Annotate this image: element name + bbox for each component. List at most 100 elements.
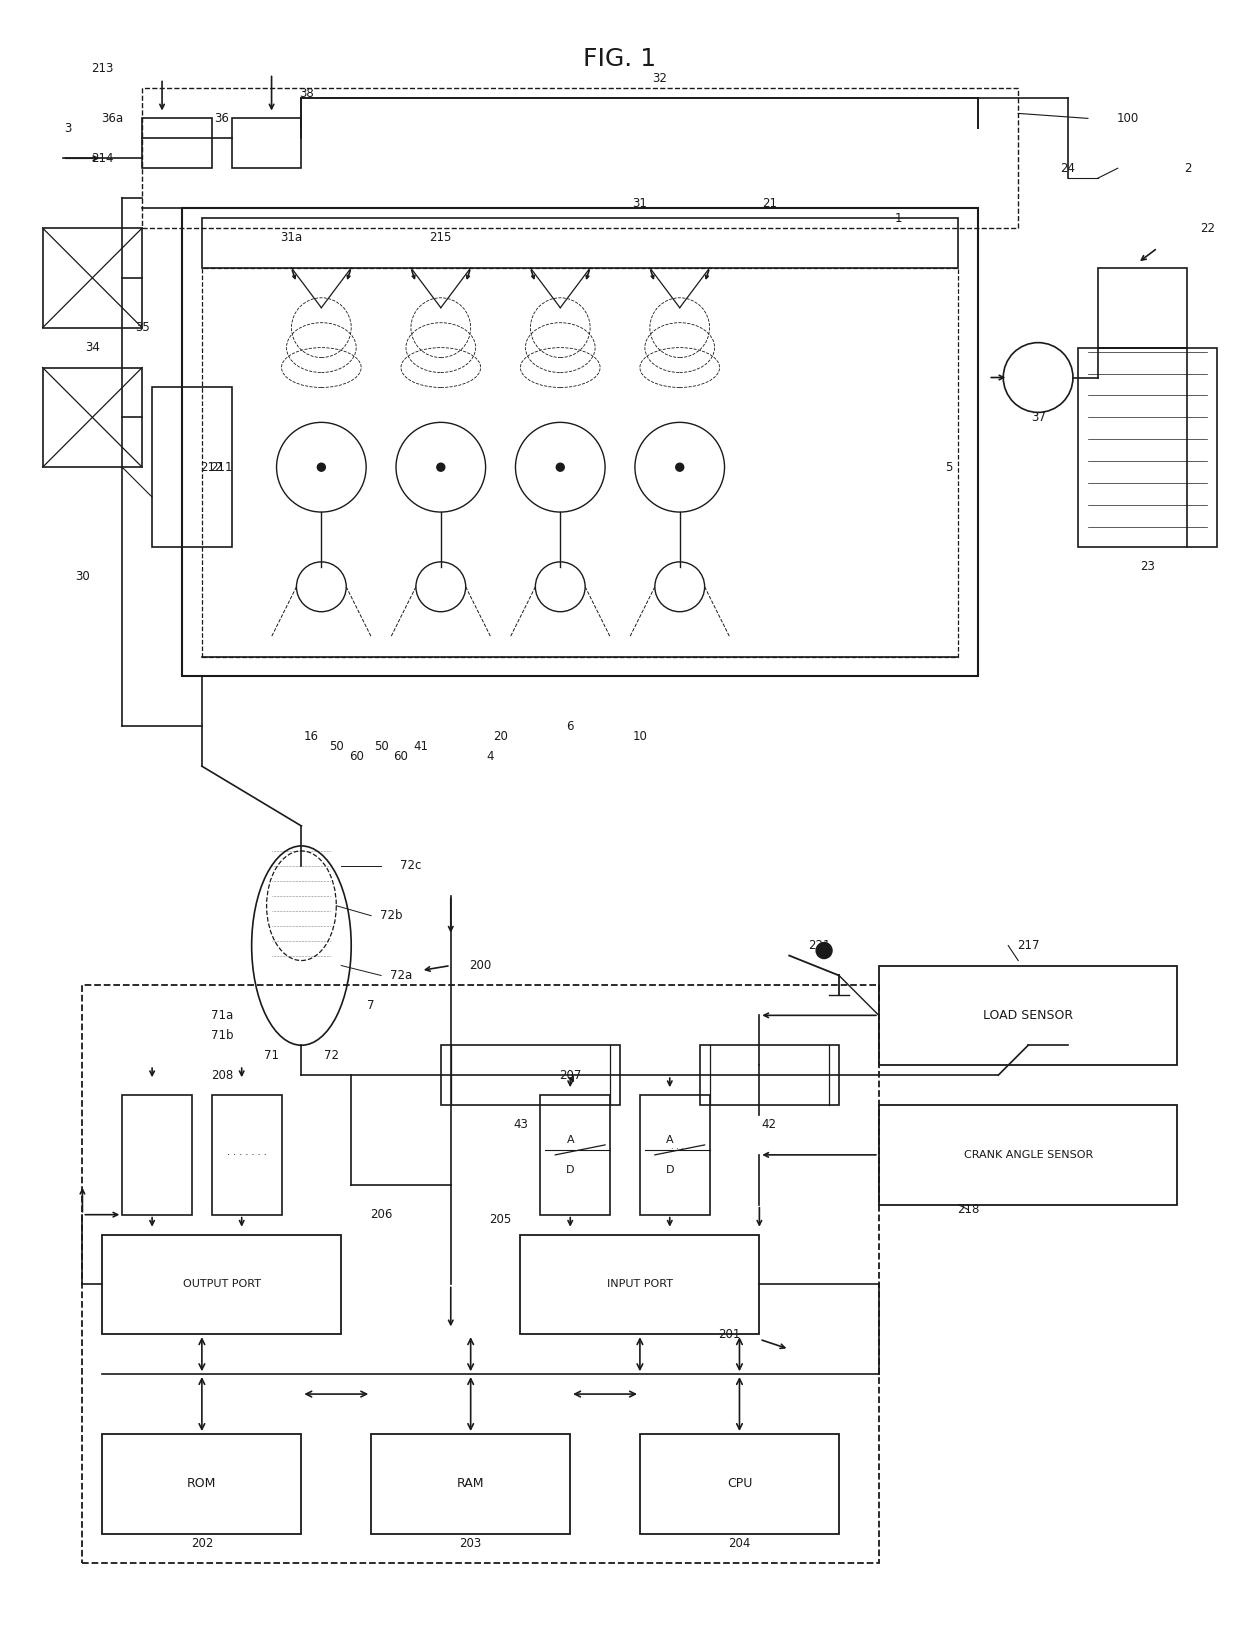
Bar bbox=[42, 367, 143, 467]
Text: LOAD SENSOR: LOAD SENSOR bbox=[983, 1009, 1074, 1022]
Text: 31: 31 bbox=[632, 196, 647, 209]
Text: 202: 202 bbox=[191, 1537, 213, 1551]
Text: 23: 23 bbox=[1141, 560, 1156, 573]
Bar bbox=[371, 1434, 570, 1534]
Bar bbox=[541, 1095, 610, 1215]
Text: 20: 20 bbox=[494, 729, 508, 742]
Circle shape bbox=[557, 463, 564, 471]
Text: 34: 34 bbox=[84, 341, 99, 354]
Text: 212: 212 bbox=[201, 461, 223, 474]
Text: 21: 21 bbox=[761, 196, 776, 209]
Text: 16: 16 bbox=[304, 729, 319, 742]
Bar bbox=[42, 229, 143, 328]
Text: 200: 200 bbox=[470, 960, 492, 973]
Bar bbox=[103, 1234, 341, 1335]
Text: 41: 41 bbox=[413, 739, 428, 752]
Text: 71: 71 bbox=[264, 1049, 279, 1062]
Text: 50: 50 bbox=[373, 739, 388, 752]
Text: 32: 32 bbox=[652, 72, 667, 86]
Text: 1: 1 bbox=[895, 212, 903, 224]
Text: 24: 24 bbox=[1060, 161, 1075, 174]
Text: A: A bbox=[567, 1136, 574, 1146]
Bar bbox=[123, 1095, 192, 1215]
Text: 2: 2 bbox=[1184, 161, 1192, 174]
Text: 60: 60 bbox=[348, 749, 363, 762]
Bar bbox=[699, 1045, 839, 1104]
Circle shape bbox=[317, 463, 325, 471]
Text: 22: 22 bbox=[1200, 222, 1215, 234]
Text: 72b: 72b bbox=[379, 909, 402, 922]
Text: 4: 4 bbox=[487, 749, 495, 762]
Bar bbox=[82, 986, 879, 1564]
Text: 43: 43 bbox=[513, 1119, 528, 1131]
Text: 205: 205 bbox=[490, 1213, 512, 1226]
Text: 72a: 72a bbox=[389, 969, 412, 983]
Text: INPUT PORT: INPUT PORT bbox=[606, 1279, 673, 1289]
Bar bbox=[202, 268, 959, 657]
Text: CPU: CPU bbox=[727, 1476, 753, 1490]
Text: 214: 214 bbox=[91, 151, 114, 165]
Bar bbox=[153, 387, 232, 546]
Text: 6: 6 bbox=[567, 719, 574, 732]
Text: 72c: 72c bbox=[401, 859, 422, 872]
Text: 30: 30 bbox=[76, 570, 89, 583]
Text: 35: 35 bbox=[135, 321, 150, 334]
Text: 10: 10 bbox=[632, 729, 647, 742]
Circle shape bbox=[816, 943, 832, 958]
Bar bbox=[521, 1234, 759, 1335]
Text: 50: 50 bbox=[329, 739, 343, 752]
Bar bbox=[212, 1095, 281, 1215]
Bar bbox=[440, 1045, 620, 1104]
Bar bbox=[879, 1104, 1178, 1205]
Text: 7: 7 bbox=[367, 999, 374, 1012]
Text: 208: 208 bbox=[211, 1068, 233, 1081]
Text: 207: 207 bbox=[559, 1068, 582, 1081]
Text: 36a: 36a bbox=[102, 112, 123, 125]
Text: 71a: 71a bbox=[211, 1009, 233, 1022]
Text: FIG. 1: FIG. 1 bbox=[584, 46, 656, 71]
Text: 38: 38 bbox=[299, 87, 314, 100]
Text: 100: 100 bbox=[1116, 112, 1138, 125]
Bar bbox=[232, 119, 301, 168]
Text: 3: 3 bbox=[63, 122, 71, 135]
Text: 36: 36 bbox=[215, 112, 229, 125]
Bar bbox=[182, 207, 978, 677]
Text: 42: 42 bbox=[761, 1119, 776, 1131]
Text: 221: 221 bbox=[807, 940, 831, 951]
Bar bbox=[879, 966, 1178, 1065]
Bar bbox=[1097, 268, 1188, 347]
Bar bbox=[143, 89, 1018, 229]
Text: 218: 218 bbox=[957, 1203, 980, 1216]
Text: D: D bbox=[666, 1165, 675, 1175]
Text: 60: 60 bbox=[393, 749, 408, 762]
Text: 211: 211 bbox=[211, 461, 233, 474]
Circle shape bbox=[436, 463, 445, 471]
Bar bbox=[640, 1095, 709, 1215]
Circle shape bbox=[676, 463, 683, 471]
Text: · · · ·: · · · · bbox=[671, 1146, 689, 1154]
Text: 201: 201 bbox=[718, 1328, 740, 1341]
Text: 31a: 31a bbox=[280, 232, 303, 245]
Text: 72: 72 bbox=[324, 1049, 339, 1062]
Bar bbox=[202, 217, 959, 268]
Bar bbox=[143, 119, 212, 168]
Text: 215: 215 bbox=[429, 232, 453, 245]
Bar bbox=[103, 1434, 301, 1534]
Text: 71b: 71b bbox=[211, 1029, 233, 1042]
Text: 204: 204 bbox=[728, 1537, 750, 1551]
Text: 217: 217 bbox=[1017, 940, 1039, 951]
Text: ROM: ROM bbox=[187, 1476, 217, 1490]
Text: 203: 203 bbox=[460, 1537, 482, 1551]
Text: 37: 37 bbox=[1030, 412, 1045, 425]
Text: CRANK ANGLE SENSOR: CRANK ANGLE SENSOR bbox=[963, 1151, 1092, 1160]
Text: A: A bbox=[666, 1136, 673, 1146]
Text: RAM: RAM bbox=[456, 1476, 485, 1490]
Text: 206: 206 bbox=[370, 1208, 392, 1221]
Bar bbox=[1078, 347, 1218, 546]
Text: 213: 213 bbox=[92, 63, 114, 76]
Text: OUTPUT PORT: OUTPUT PORT bbox=[182, 1279, 260, 1289]
Text: 5: 5 bbox=[945, 461, 952, 474]
Text: · · · · · · ·: · · · · · · · bbox=[227, 1151, 267, 1160]
Bar bbox=[640, 1434, 839, 1534]
Text: D: D bbox=[565, 1165, 574, 1175]
